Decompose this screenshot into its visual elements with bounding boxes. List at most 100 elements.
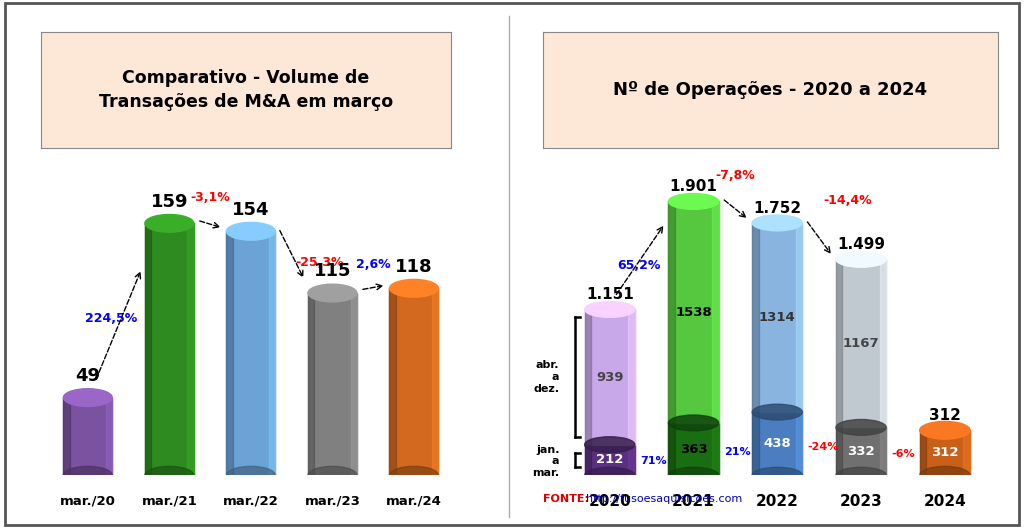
Ellipse shape (669, 467, 719, 483)
Text: 363: 363 (680, 442, 708, 456)
Text: jan.
a
mar.: jan. a mar. (532, 445, 559, 478)
Ellipse shape (669, 415, 719, 431)
Text: mar./24: mar./24 (386, 494, 442, 507)
Bar (226, 231, 275, 475)
Bar (187, 223, 194, 475)
Text: 939: 939 (596, 371, 624, 383)
Bar (63, 398, 113, 475)
Text: 2022: 2022 (756, 494, 799, 509)
Bar (269, 231, 275, 475)
Bar (712, 202, 719, 423)
Text: -6%: -6% (891, 449, 914, 459)
Text: 71%: 71% (640, 457, 667, 466)
Ellipse shape (585, 467, 635, 483)
Bar (920, 430, 970, 475)
Bar (753, 223, 759, 412)
Ellipse shape (144, 214, 194, 232)
Text: 159: 159 (151, 193, 188, 211)
Bar (669, 202, 719, 423)
Ellipse shape (226, 222, 275, 240)
Bar (920, 430, 927, 475)
Bar (585, 445, 591, 475)
Text: 49: 49 (76, 367, 100, 385)
Text: 21%: 21% (724, 447, 751, 457)
Text: 2023: 2023 (840, 494, 883, 509)
Bar (308, 293, 314, 475)
Bar (880, 259, 886, 427)
Ellipse shape (753, 467, 803, 483)
Ellipse shape (226, 466, 275, 484)
Bar (796, 412, 803, 475)
Bar (880, 427, 886, 475)
Bar (753, 223, 803, 412)
Ellipse shape (836, 419, 886, 435)
Ellipse shape (144, 466, 194, 484)
Ellipse shape (669, 194, 719, 210)
Bar (753, 412, 759, 475)
Text: Nº de Operações - 2020 a 2024: Nº de Operações - 2020 a 2024 (613, 81, 928, 99)
Bar (836, 259, 843, 427)
Bar (669, 202, 675, 423)
Bar (669, 423, 719, 475)
Bar (144, 223, 194, 475)
Text: mar./22: mar./22 (223, 494, 279, 507)
Bar (669, 423, 675, 475)
Text: mar./23: mar./23 (304, 494, 360, 507)
Ellipse shape (920, 421, 970, 439)
Text: 2021: 2021 (672, 494, 715, 509)
Bar (796, 223, 803, 412)
Text: 2,6%: 2,6% (356, 258, 390, 271)
Text: 1.151: 1.151 (586, 287, 634, 303)
Text: -25,3%: -25,3% (296, 257, 344, 269)
Text: mar./20: mar./20 (59, 494, 116, 507)
Text: 1.901: 1.901 (670, 180, 718, 194)
Text: FONTE:: FONTE: (543, 494, 593, 504)
Text: 1.752: 1.752 (754, 201, 802, 216)
Text: 1.499: 1.499 (837, 238, 885, 252)
Text: 1538: 1538 (675, 306, 712, 319)
Text: abr.
a
dez.: abr. a dez. (534, 361, 559, 394)
Bar (389, 288, 396, 475)
Bar (964, 430, 970, 475)
Bar (350, 293, 357, 475)
Ellipse shape (920, 466, 970, 484)
Ellipse shape (389, 279, 438, 297)
Text: 312: 312 (931, 446, 958, 459)
Bar (144, 223, 152, 475)
Text: 154: 154 (232, 201, 269, 219)
Ellipse shape (389, 466, 438, 484)
Bar (585, 445, 635, 475)
Text: 438: 438 (764, 437, 792, 450)
Bar (63, 398, 70, 475)
Text: 115: 115 (313, 262, 351, 280)
Bar (585, 309, 635, 445)
Text: -3,1%: -3,1% (190, 191, 230, 204)
Ellipse shape (308, 466, 357, 484)
Text: Comparativo - Volume de
Transações de M&A em março: Comparativo - Volume de Transações de M&… (98, 69, 393, 110)
Text: 2020: 2020 (589, 494, 631, 509)
Ellipse shape (836, 251, 886, 267)
Ellipse shape (836, 467, 886, 483)
Ellipse shape (753, 404, 803, 420)
Ellipse shape (753, 215, 803, 231)
Text: mar./21: mar./21 (141, 494, 198, 507)
Text: 212: 212 (596, 454, 624, 466)
Bar (585, 309, 591, 445)
Bar (753, 412, 803, 475)
Ellipse shape (585, 301, 635, 317)
Bar (389, 288, 438, 475)
Text: http://fusoesaquisicoes.com: http://fusoesaquisicoes.com (587, 494, 742, 504)
Bar (836, 427, 886, 475)
Text: 65,2%: 65,2% (617, 259, 660, 271)
Text: 224,5%: 224,5% (85, 312, 137, 325)
Bar (308, 293, 357, 475)
Ellipse shape (63, 466, 113, 484)
Ellipse shape (308, 284, 357, 302)
Bar (432, 288, 438, 475)
Bar (836, 259, 886, 427)
Ellipse shape (585, 437, 635, 452)
Bar (629, 309, 635, 445)
Text: -24%: -24% (808, 442, 839, 452)
Text: 1167: 1167 (843, 337, 880, 350)
Text: 1314: 1314 (759, 311, 796, 324)
